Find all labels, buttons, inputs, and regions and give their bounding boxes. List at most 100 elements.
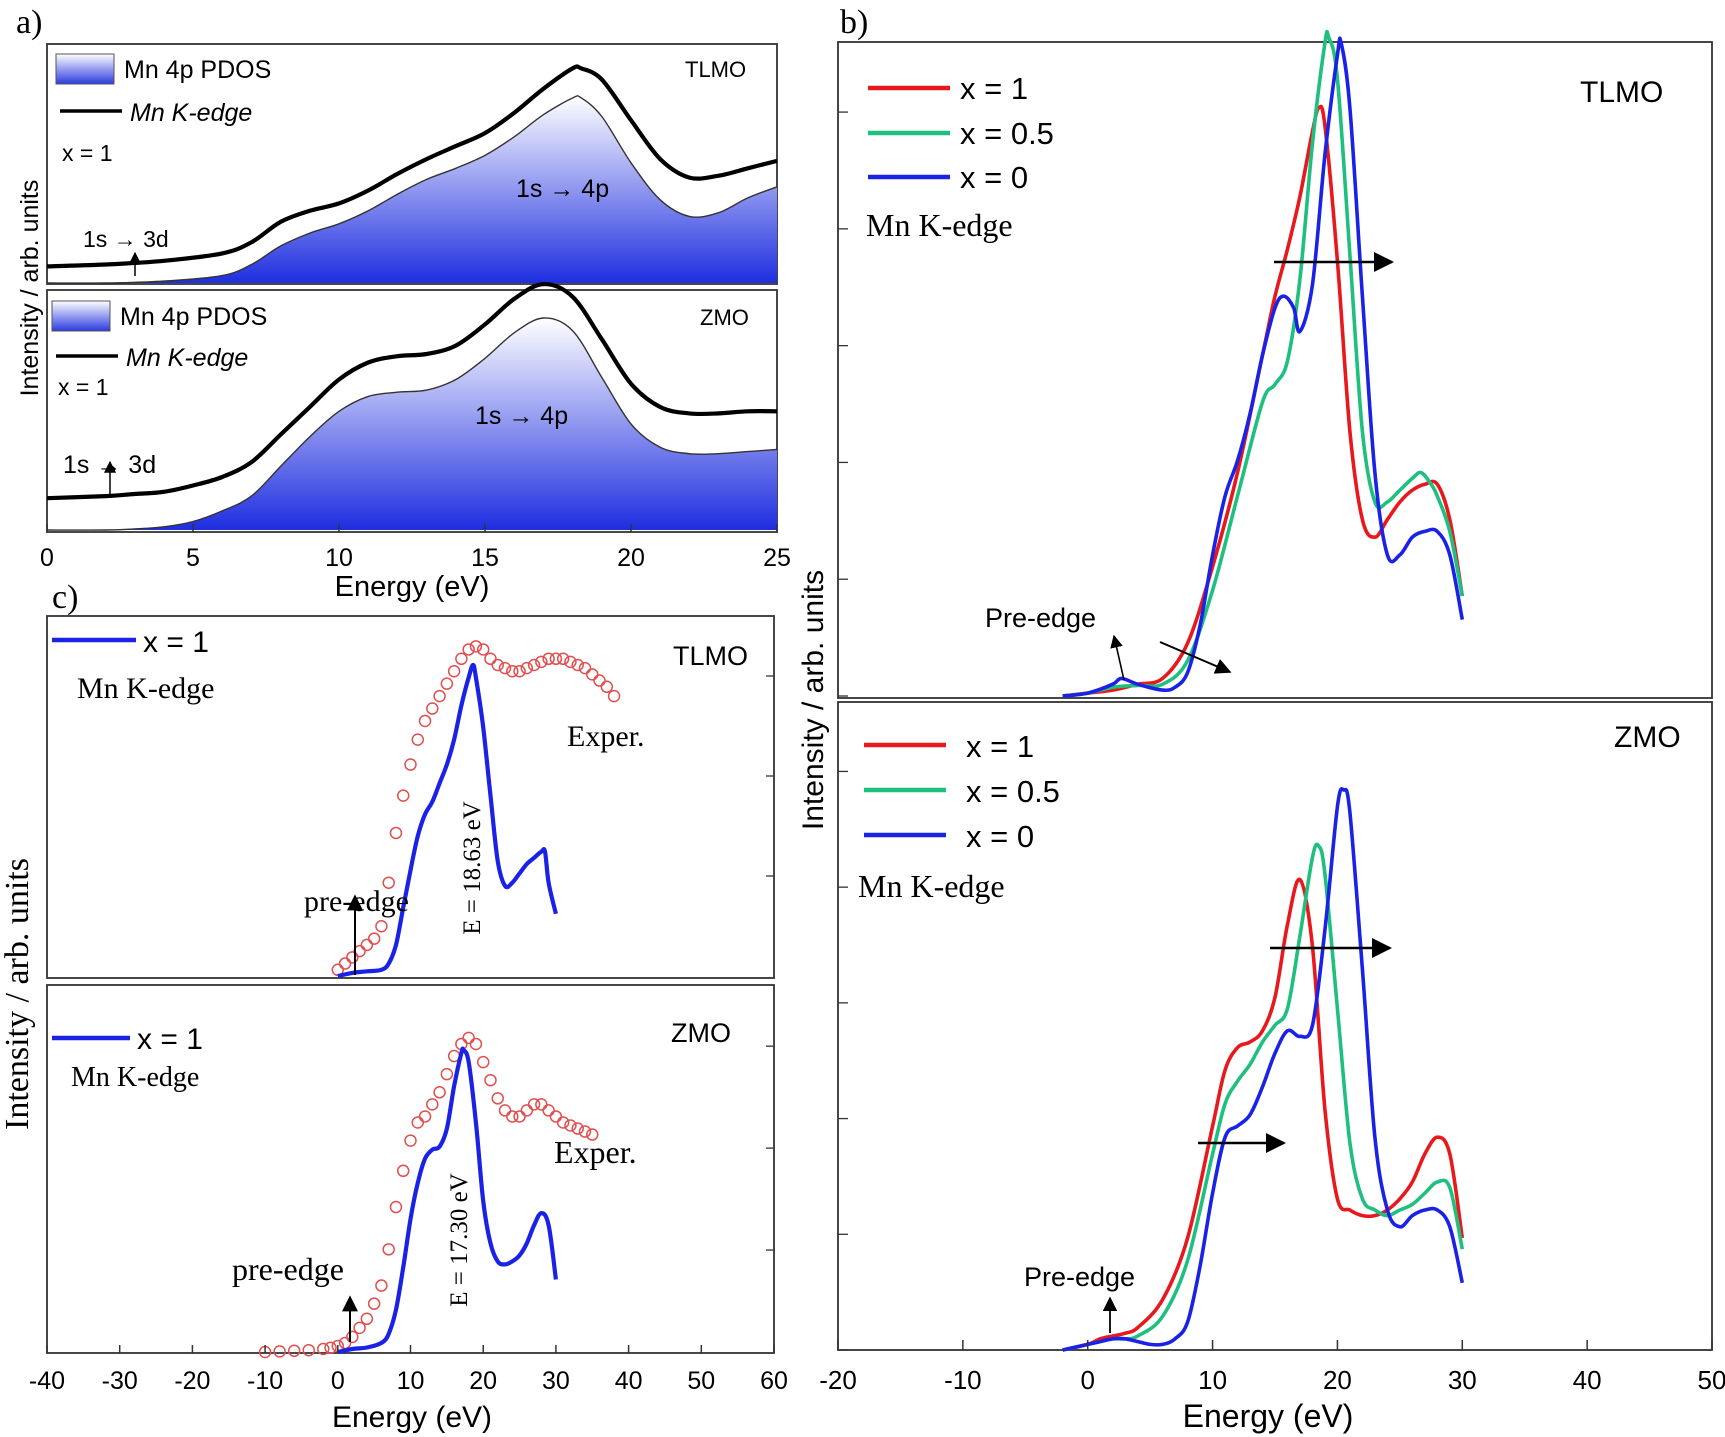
panel-a-xlabel: Energy (eV) — [335, 571, 490, 603]
exper-point — [571, 658, 584, 672]
series-x-1 — [1062, 877, 1465, 1352]
panel-c-top-subtitle: Mn K-edge — [77, 672, 214, 705]
x-tick-label: 30 — [1448, 1365, 1477, 1395]
legend-pdos-label: Mn 4p PDOS — [124, 56, 271, 84]
exper-point — [382, 1243, 395, 1256]
exper-point — [586, 1128, 599, 1141]
panel-b: b) x = 1 x = 0.5 x = 0 Mn K-edge TLMO Pr… — [797, 4, 1725, 1434]
kedge-line — [46, 281, 778, 501]
panel-a-top-ann-3d: 1s → 3d — [83, 226, 169, 252]
exper-point — [564, 1119, 577, 1132]
panel-a: a) Mn 4p PDOS Mn K-edge TLMO x = 1 1s → … — [16, 4, 791, 603]
panel-b-bottom-tag: ZMO — [1614, 721, 1681, 754]
x-tick-label: 0 — [1080, 1365, 1094, 1395]
x-tick-label: 10 — [397, 1367, 425, 1395]
panel-b-bottom-preedge: Pre-edge — [1024, 1262, 1135, 1292]
exper-point — [556, 1116, 570, 1129]
panel-b-label: b) — [840, 4, 868, 41]
panel-c: c) x = 1 Mn K-edge TLMO Exper. pre-edge … — [0, 579, 788, 1434]
exper-point — [484, 652, 497, 666]
x-tick-label: 50 — [1698, 1365, 1725, 1395]
exper-point — [433, 1086, 446, 1099]
exper-point — [367, 932, 381, 945]
exper-point — [462, 643, 475, 656]
exper-point — [338, 1336, 352, 1350]
exper-point — [346, 1330, 359, 1344]
x-tick-label: 60 — [760, 1367, 788, 1395]
exper-point — [586, 668, 599, 681]
exper-point — [542, 652, 555, 666]
exper-point — [556, 652, 570, 666]
legend-x05-label: x = 0.5 — [960, 116, 1054, 151]
legend-pdos-swatch — [51, 300, 111, 332]
x-tick-label: -40 — [29, 1367, 65, 1395]
panel-b-x-ticks: -20 -10 0 10 20 30 40 50 — [819, 1340, 1725, 1395]
exper-point — [571, 1122, 584, 1135]
panel-c-bottom-energy: E = 17.30 eV — [446, 1173, 473, 1307]
x-tick-label: 30 — [542, 1367, 570, 1395]
exper-point — [498, 1104, 512, 1117]
legend-x0-label: x = 0 — [960, 160, 1028, 195]
exper-point — [324, 1341, 337, 1355]
panel-b-top-arrow-shift-2 — [1159, 641, 1232, 674]
x-tick-label: 5 — [186, 544, 200, 572]
series-x-1 — [337, 1046, 558, 1355]
x-tick-label: 40 — [615, 1367, 643, 1395]
exper-point — [513, 1110, 526, 1123]
exper-point — [506, 664, 519, 678]
exper-point — [302, 1343, 315, 1357]
x-tick-label: 0 — [331, 1367, 345, 1395]
exper-point — [317, 1342, 330, 1356]
kedge-line — [46, 64, 778, 269]
exper-point — [578, 661, 592, 675]
exper-point — [404, 1134, 417, 1147]
exper-point — [476, 643, 490, 656]
x-tick-label: 20 — [1323, 1365, 1352, 1395]
panel-b-top-frame — [837, 41, 1713, 699]
legend-x0-label: x = 0 — [966, 819, 1034, 854]
exper-point — [564, 655, 577, 669]
exper-point — [360, 938, 374, 952]
exper-point — [535, 1098, 548, 1111]
panel-b-bottom-subtitle: Mn K-edge — [858, 868, 1005, 904]
exper-point — [382, 876, 395, 889]
exper-point — [600, 680, 614, 694]
panel-c-top-frame — [46, 615, 775, 979]
exper-point — [338, 957, 352, 970]
exper-point — [389, 1200, 403, 1214]
legend-x1-label: x = 1 — [960, 71, 1028, 106]
exper-point — [476, 1055, 490, 1069]
x-tick-label: -20 — [819, 1365, 857, 1395]
panel-b-bottom-frame — [837, 701, 1713, 1351]
panel-c-bottom-exper: Exper. — [554, 1134, 637, 1170]
panel-a-top-x-label: x = 1 — [62, 140, 113, 166]
exper-point — [433, 689, 446, 703]
panel-b-top-subtitle: Mn K-edge — [866, 207, 1013, 243]
exper-point — [455, 652, 468, 666]
exper-point — [360, 1312, 374, 1326]
legend-x05-label: x = 0.5 — [966, 774, 1060, 809]
panel-a-ylabel: Intensity / arb. units — [16, 180, 44, 397]
panel-b-top-preedge: Pre-edge — [985, 603, 1096, 633]
panel-c-top-exper: Exper. — [567, 720, 644, 753]
panel-a-top-ann-4p: 1s → 4p — [516, 175, 609, 203]
exper-point — [353, 1321, 366, 1335]
exper-point — [426, 1098, 439, 1111]
exper-point — [578, 1125, 592, 1138]
panel-a-bottom-tag: ZMO — [700, 305, 749, 330]
x-tick-label: -10 — [247, 1367, 283, 1395]
exper-point — [411, 1116, 425, 1129]
exper-point — [396, 1164, 410, 1178]
panel-a-bottom-plot — [46, 281, 778, 531]
exper-point — [491, 1092, 504, 1105]
legend-kedge-label: Mn K-edge — [130, 99, 252, 127]
exper-point — [287, 1344, 301, 1358]
exper-point — [375, 919, 388, 933]
exper-point — [513, 664, 526, 678]
legend-kedge-label: Mn K-edge — [126, 344, 248, 372]
exper-point — [535, 655, 548, 669]
panel-c-label: c) — [52, 579, 78, 616]
exper-point — [484, 1073, 497, 1087]
x-tick-label: -20 — [174, 1367, 210, 1395]
series-x-0 — [1062, 36, 1465, 698]
